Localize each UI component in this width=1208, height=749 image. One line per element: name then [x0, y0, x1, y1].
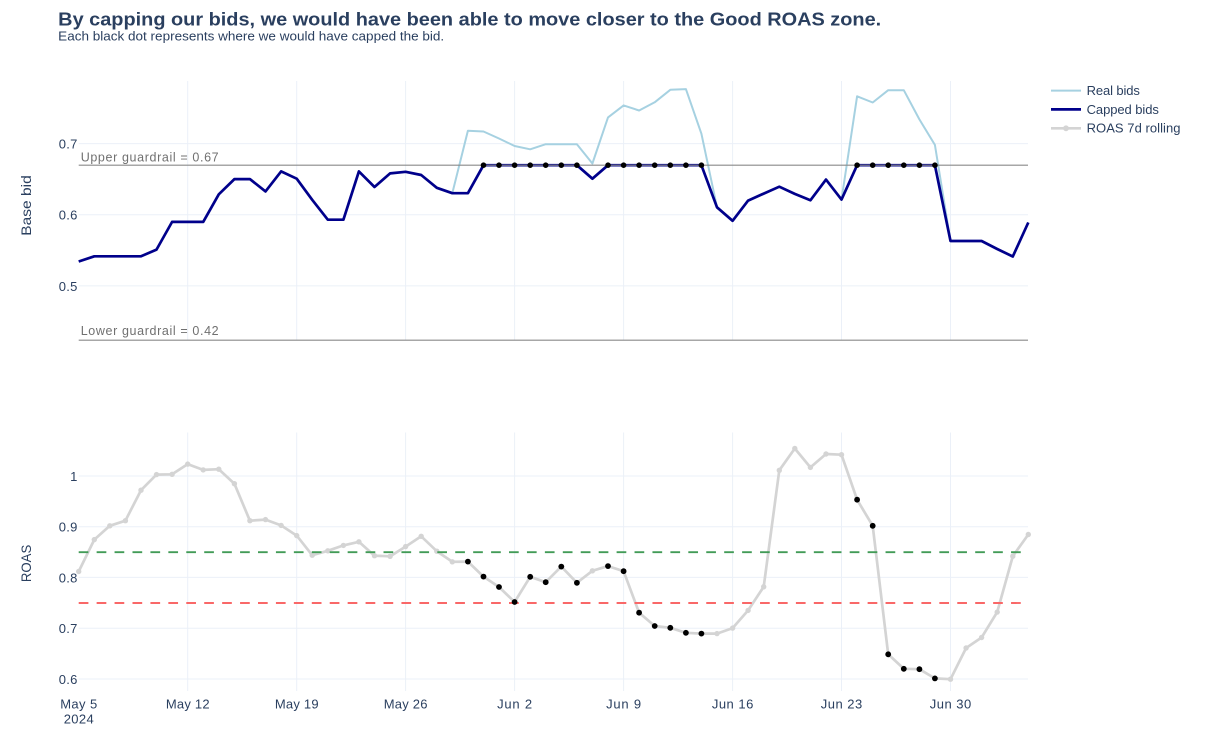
svg-text:Jun 30: Jun 30 [930, 697, 972, 712]
svg-text:ROAS: ROAS [18, 545, 34, 582]
svg-text:May 26: May 26 [384, 697, 428, 712]
svg-text:Upper guardrail = 0.67: Upper guardrail = 0.67 [81, 150, 219, 164]
svg-text:0.6: 0.6 [59, 672, 78, 687]
svg-text:0.5: 0.5 [59, 279, 78, 294]
svg-text:May 5: May 5 [60, 697, 97, 712]
svg-text:Base bid: Base bid [18, 175, 34, 236]
svg-text:Jun 9: Jun 9 [606, 697, 641, 712]
svg-text:ROAS 7d rolling: ROAS 7d rolling [1087, 121, 1181, 136]
svg-text:Jun 2: Jun 2 [497, 697, 532, 712]
svg-text:0.8: 0.8 [59, 570, 78, 585]
svg-text:0.6: 0.6 [59, 208, 78, 223]
svg-text:0.7: 0.7 [59, 137, 78, 152]
svg-text:Capped bids: Capped bids [1087, 102, 1160, 117]
svg-text:By capping our bids, we would: By capping our bids, we would have been … [58, 9, 881, 29]
svg-text:1: 1 [70, 469, 77, 484]
svg-text:Lower guardrail = 0.42: Lower guardrail = 0.42 [81, 324, 219, 338]
svg-text:Real bids: Real bids [1087, 83, 1141, 98]
svg-text:Each black dot represents wher: Each black dot represents where we would… [58, 30, 444, 44]
svg-text:2024: 2024 [64, 712, 94, 727]
svg-text:Jun 16: Jun 16 [712, 697, 754, 712]
svg-text:May 19: May 19 [275, 697, 319, 712]
svg-text:0.7: 0.7 [59, 621, 78, 636]
svg-text:0.9: 0.9 [59, 520, 78, 535]
svg-text:Jun 23: Jun 23 [821, 697, 863, 712]
svg-text:May 12: May 12 [166, 697, 210, 712]
